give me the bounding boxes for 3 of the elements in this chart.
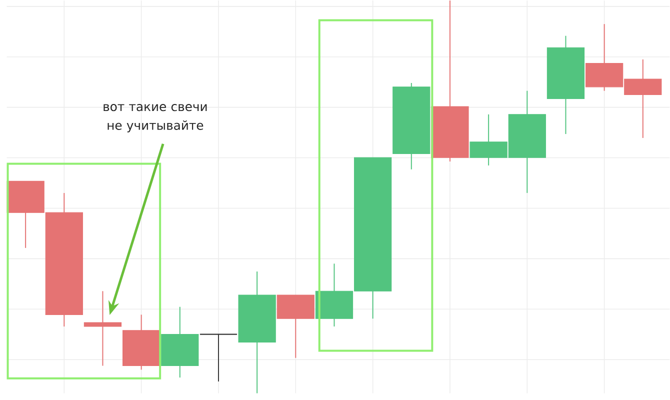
annotation: вот такие свечи не учитывайте	[104, 104, 207, 132]
candlestick	[199, 334, 238, 382]
candlestick	[84, 290, 122, 366]
